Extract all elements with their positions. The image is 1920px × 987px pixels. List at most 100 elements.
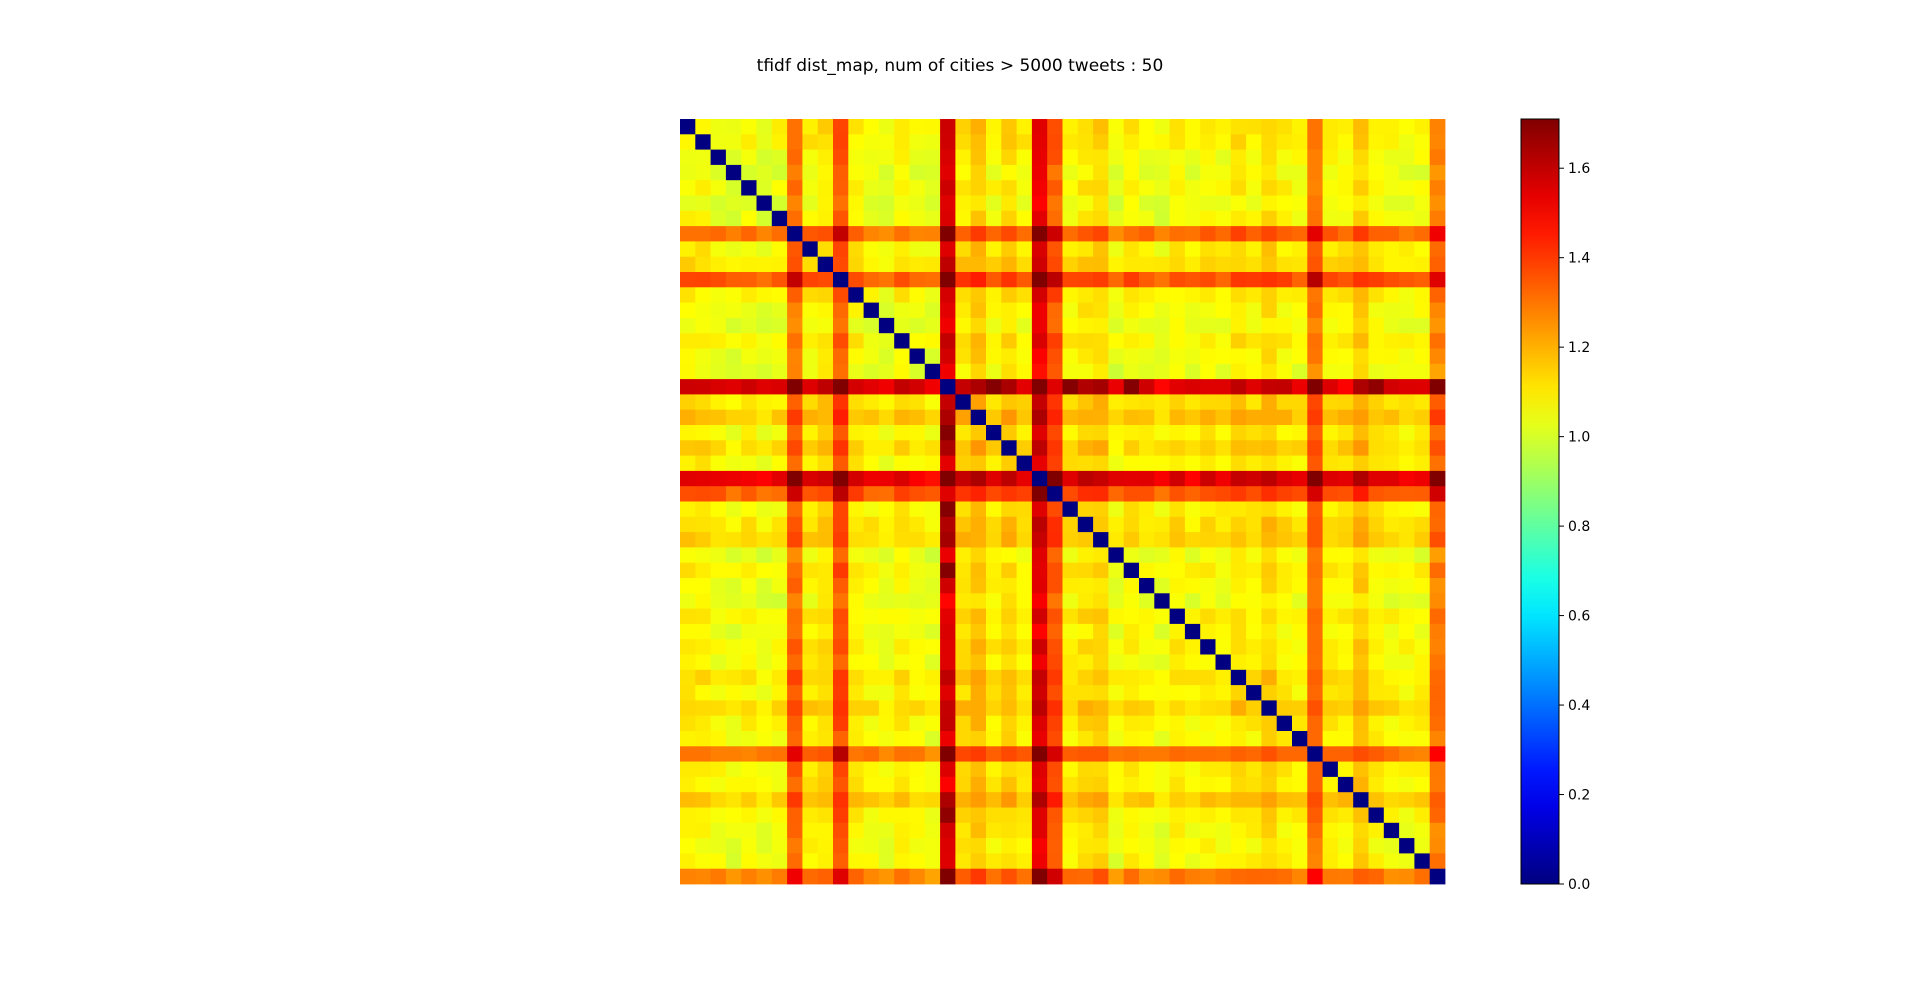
heatmap-cell — [1322, 409, 1339, 426]
heatmap-cell — [771, 425, 788, 441]
heatmap-cell — [1123, 210, 1140, 227]
heatmap-cell — [802, 547, 819, 564]
heatmap-cell — [940, 868, 956, 885]
heatmap-cell — [1215, 685, 1232, 701]
heatmap-cell — [894, 654, 910, 671]
heatmap-cell — [680, 195, 696, 212]
heatmap-cell — [1353, 287, 1369, 303]
heatmap-cell — [909, 409, 926, 426]
heatmap-cell — [1154, 746, 1170, 762]
heatmap-cell — [1077, 348, 1094, 365]
heatmap-cell — [1246, 547, 1262, 564]
heatmap-cell — [1016, 409, 1033, 426]
heatmap-cell — [680, 669, 696, 686]
heatmap-cell — [817, 776, 834, 793]
heatmap-cell — [955, 623, 972, 640]
heatmap-cell — [817, 180, 834, 196]
heatmap-cell — [1414, 868, 1431, 885]
heatmap-cell — [1368, 425, 1385, 441]
heatmap-cell — [1230, 715, 1247, 732]
heatmap-cell — [1276, 409, 1293, 426]
heatmap-cell — [756, 761, 773, 778]
heatmap-cell — [787, 776, 803, 793]
heatmap-cell — [1322, 180, 1339, 196]
heatmap-cell — [1322, 394, 1339, 411]
heatmap-cell — [741, 516, 757, 533]
heatmap-cell — [1399, 639, 1415, 655]
heatmap-cell — [894, 532, 910, 548]
heatmap-cell — [924, 532, 941, 548]
heatmap-cell — [1047, 715, 1063, 732]
heatmap-cell — [1169, 149, 1186, 166]
heatmap-cell — [1001, 363, 1017, 380]
heatmap-cell — [1031, 731, 1048, 747]
heatmap-cell — [1062, 210, 1079, 227]
heatmap-cell — [1414, 348, 1431, 365]
heatmap-cell — [1261, 654, 1278, 671]
heatmap-cell — [817, 317, 834, 334]
heatmap-cell — [1230, 516, 1247, 533]
heatmap-cell — [955, 516, 972, 533]
heatmap-cell — [1139, 164, 1155, 181]
heatmap-cell — [1399, 394, 1415, 411]
heatmap-cell — [1093, 470, 1109, 487]
heatmap-cell — [1399, 761, 1415, 778]
heatmap-cell — [940, 379, 956, 395]
heatmap-cell — [1184, 562, 1201, 579]
heatmap-cell — [863, 532, 880, 548]
heatmap-cell — [1108, 195, 1125, 212]
heatmap-cell — [1123, 256, 1140, 273]
heatmap-cell — [1123, 746, 1140, 762]
heatmap-cell — [970, 838, 987, 854]
heatmap-cell — [725, 776, 742, 793]
heatmap-cell — [1154, 685, 1170, 701]
heatmap-cell — [909, 302, 926, 319]
heatmap-cell — [725, 685, 742, 701]
heatmap-cell — [848, 838, 864, 854]
heatmap-cell — [1429, 256, 1446, 273]
heatmap-cell — [1368, 486, 1385, 502]
heatmap-cell — [1322, 578, 1339, 594]
heatmap-cell — [955, 547, 972, 564]
heatmap-cell — [833, 164, 849, 181]
heatmap-cell — [1108, 164, 1125, 181]
heatmap-cell — [1414, 715, 1431, 732]
heatmap-cell — [1108, 394, 1125, 411]
heatmap-cell — [1215, 302, 1232, 319]
heatmap-cell — [894, 792, 910, 808]
heatmap-cell — [894, 317, 910, 334]
heatmap-cell — [1154, 807, 1170, 824]
heatmap-cell — [1276, 562, 1293, 579]
heatmap-cell — [909, 501, 926, 518]
heatmap-cell — [1215, 425, 1232, 441]
heatmap-cell — [909, 470, 926, 487]
heatmap-cell — [817, 134, 834, 150]
heatmap-cell — [863, 608, 880, 625]
heatmap-cell — [1139, 516, 1155, 533]
heatmap-cell — [725, 807, 742, 824]
heatmap-cell — [1383, 578, 1400, 594]
heatmap-cell — [1276, 119, 1293, 135]
heatmap-cell — [1154, 532, 1170, 548]
heatmap-cell — [1322, 593, 1339, 609]
heatmap-cell — [1139, 700, 1155, 717]
heatmap-cell — [817, 623, 834, 640]
heatmap-cell — [1353, 776, 1369, 793]
heatmap-cell — [1414, 363, 1431, 380]
heatmap-cell — [863, 731, 880, 747]
heatmap-cell — [1215, 164, 1232, 181]
heatmap-cell — [1429, 226, 1446, 242]
heatmap-cell — [1414, 501, 1431, 518]
heatmap-cell — [1429, 134, 1446, 150]
heatmap-cell — [1292, 302, 1308, 319]
heatmap-cell — [1261, 470, 1278, 487]
heatmap-cell — [1383, 195, 1400, 212]
heatmap-cell — [1337, 394, 1354, 411]
heatmap-cell — [909, 317, 926, 334]
heatmap-cell — [1047, 394, 1063, 411]
heatmap-cell — [817, 302, 834, 319]
heatmap-cell — [1093, 272, 1109, 288]
heatmap-cell — [924, 639, 941, 655]
heatmap-cell — [756, 501, 773, 518]
heatmap-cell — [710, 486, 727, 502]
